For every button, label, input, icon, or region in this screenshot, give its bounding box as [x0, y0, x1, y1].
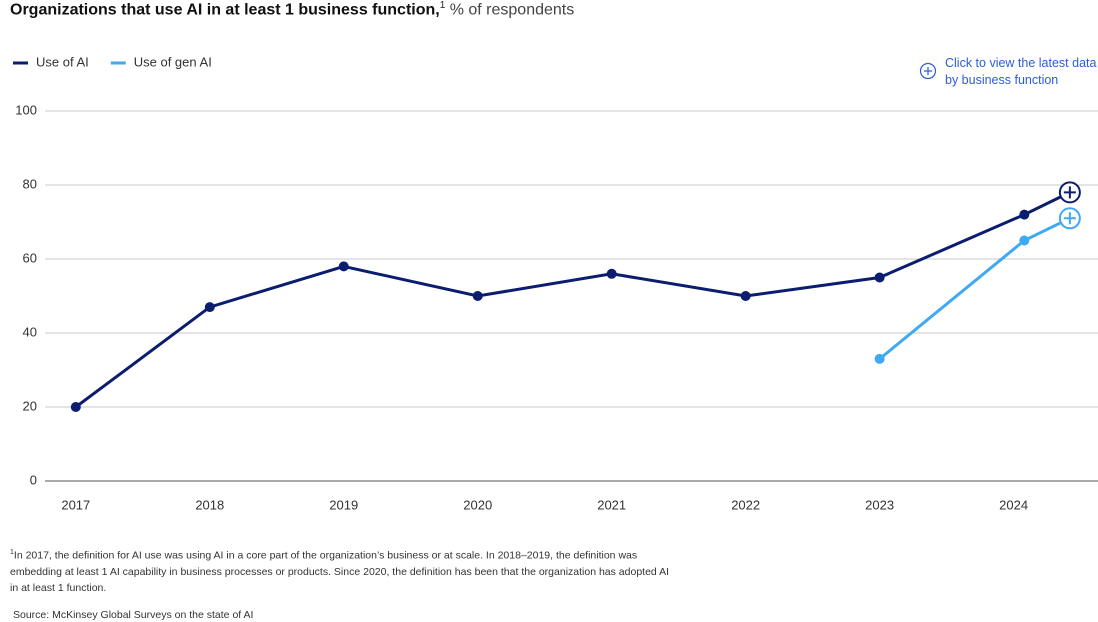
point: [874, 272, 885, 283]
x-tick-label: 2021: [597, 497, 626, 512]
point: [874, 353, 885, 364]
point: [472, 291, 483, 301]
x-tick-label: 2023: [865, 497, 894, 512]
footnote-marker: 1: [10, 549, 14, 556]
x-tick-label: 2018: [195, 497, 224, 512]
data-link[interactable]: Click to view the latest data by busines…: [945, 56, 1097, 87]
y-tick-label: 20: [23, 398, 37, 413]
x-tick-label: 2020: [463, 497, 492, 512]
point: [70, 402, 81, 412]
title-footnote-marker: 1: [439, 0, 446, 11]
x-tick-label: 2017: [61, 497, 90, 512]
expand-plus[interactable]: [1063, 186, 1076, 199]
point: [740, 291, 751, 301]
point: [1019, 235, 1030, 246]
footnote-block: 1In 2017, the definition for AI use was …: [10, 545, 670, 596]
point: [338, 261, 349, 272]
legend-label: Use of AI: [36, 54, 89, 69]
link-icon-plus[interactable]: [924, 67, 932, 75]
footnote: In 2017, the definition for AI use was u…: [10, 549, 670, 594]
x-tick-label: 2022: [731, 497, 760, 512]
x-tick-label: 2019: [329, 497, 358, 512]
expand-plus[interactable]: [1063, 212, 1076, 225]
point: [606, 268, 617, 279]
point: [1019, 209, 1030, 220]
link-icon[interactable]: [919, 62, 937, 80]
legend-label: Use of gen AI: [134, 54, 212, 69]
y-tick-label: 0: [30, 472, 37, 487]
chart-title: Organizations that use AI in at least 1 …: [10, 1, 440, 19]
y-tick-label: 100: [15, 102, 37, 117]
x-tick-label: 2024: [999, 497, 1028, 512]
point: [204, 302, 215, 313]
series-line: [74, 191, 1071, 409]
series-line: [878, 216, 1071, 361]
y-tick-label: 80: [23, 176, 37, 191]
y-tick-label: 40: [23, 324, 37, 339]
title-block: Organizations that use AI in at least 1 …: [10, 0, 574, 19]
subtitle: % of respondents: [449, 1, 575, 19]
y-tick-label: 60: [23, 250, 37, 265]
source: Source: McKinsey Global Surveys on the s…: [13, 609, 254, 621]
